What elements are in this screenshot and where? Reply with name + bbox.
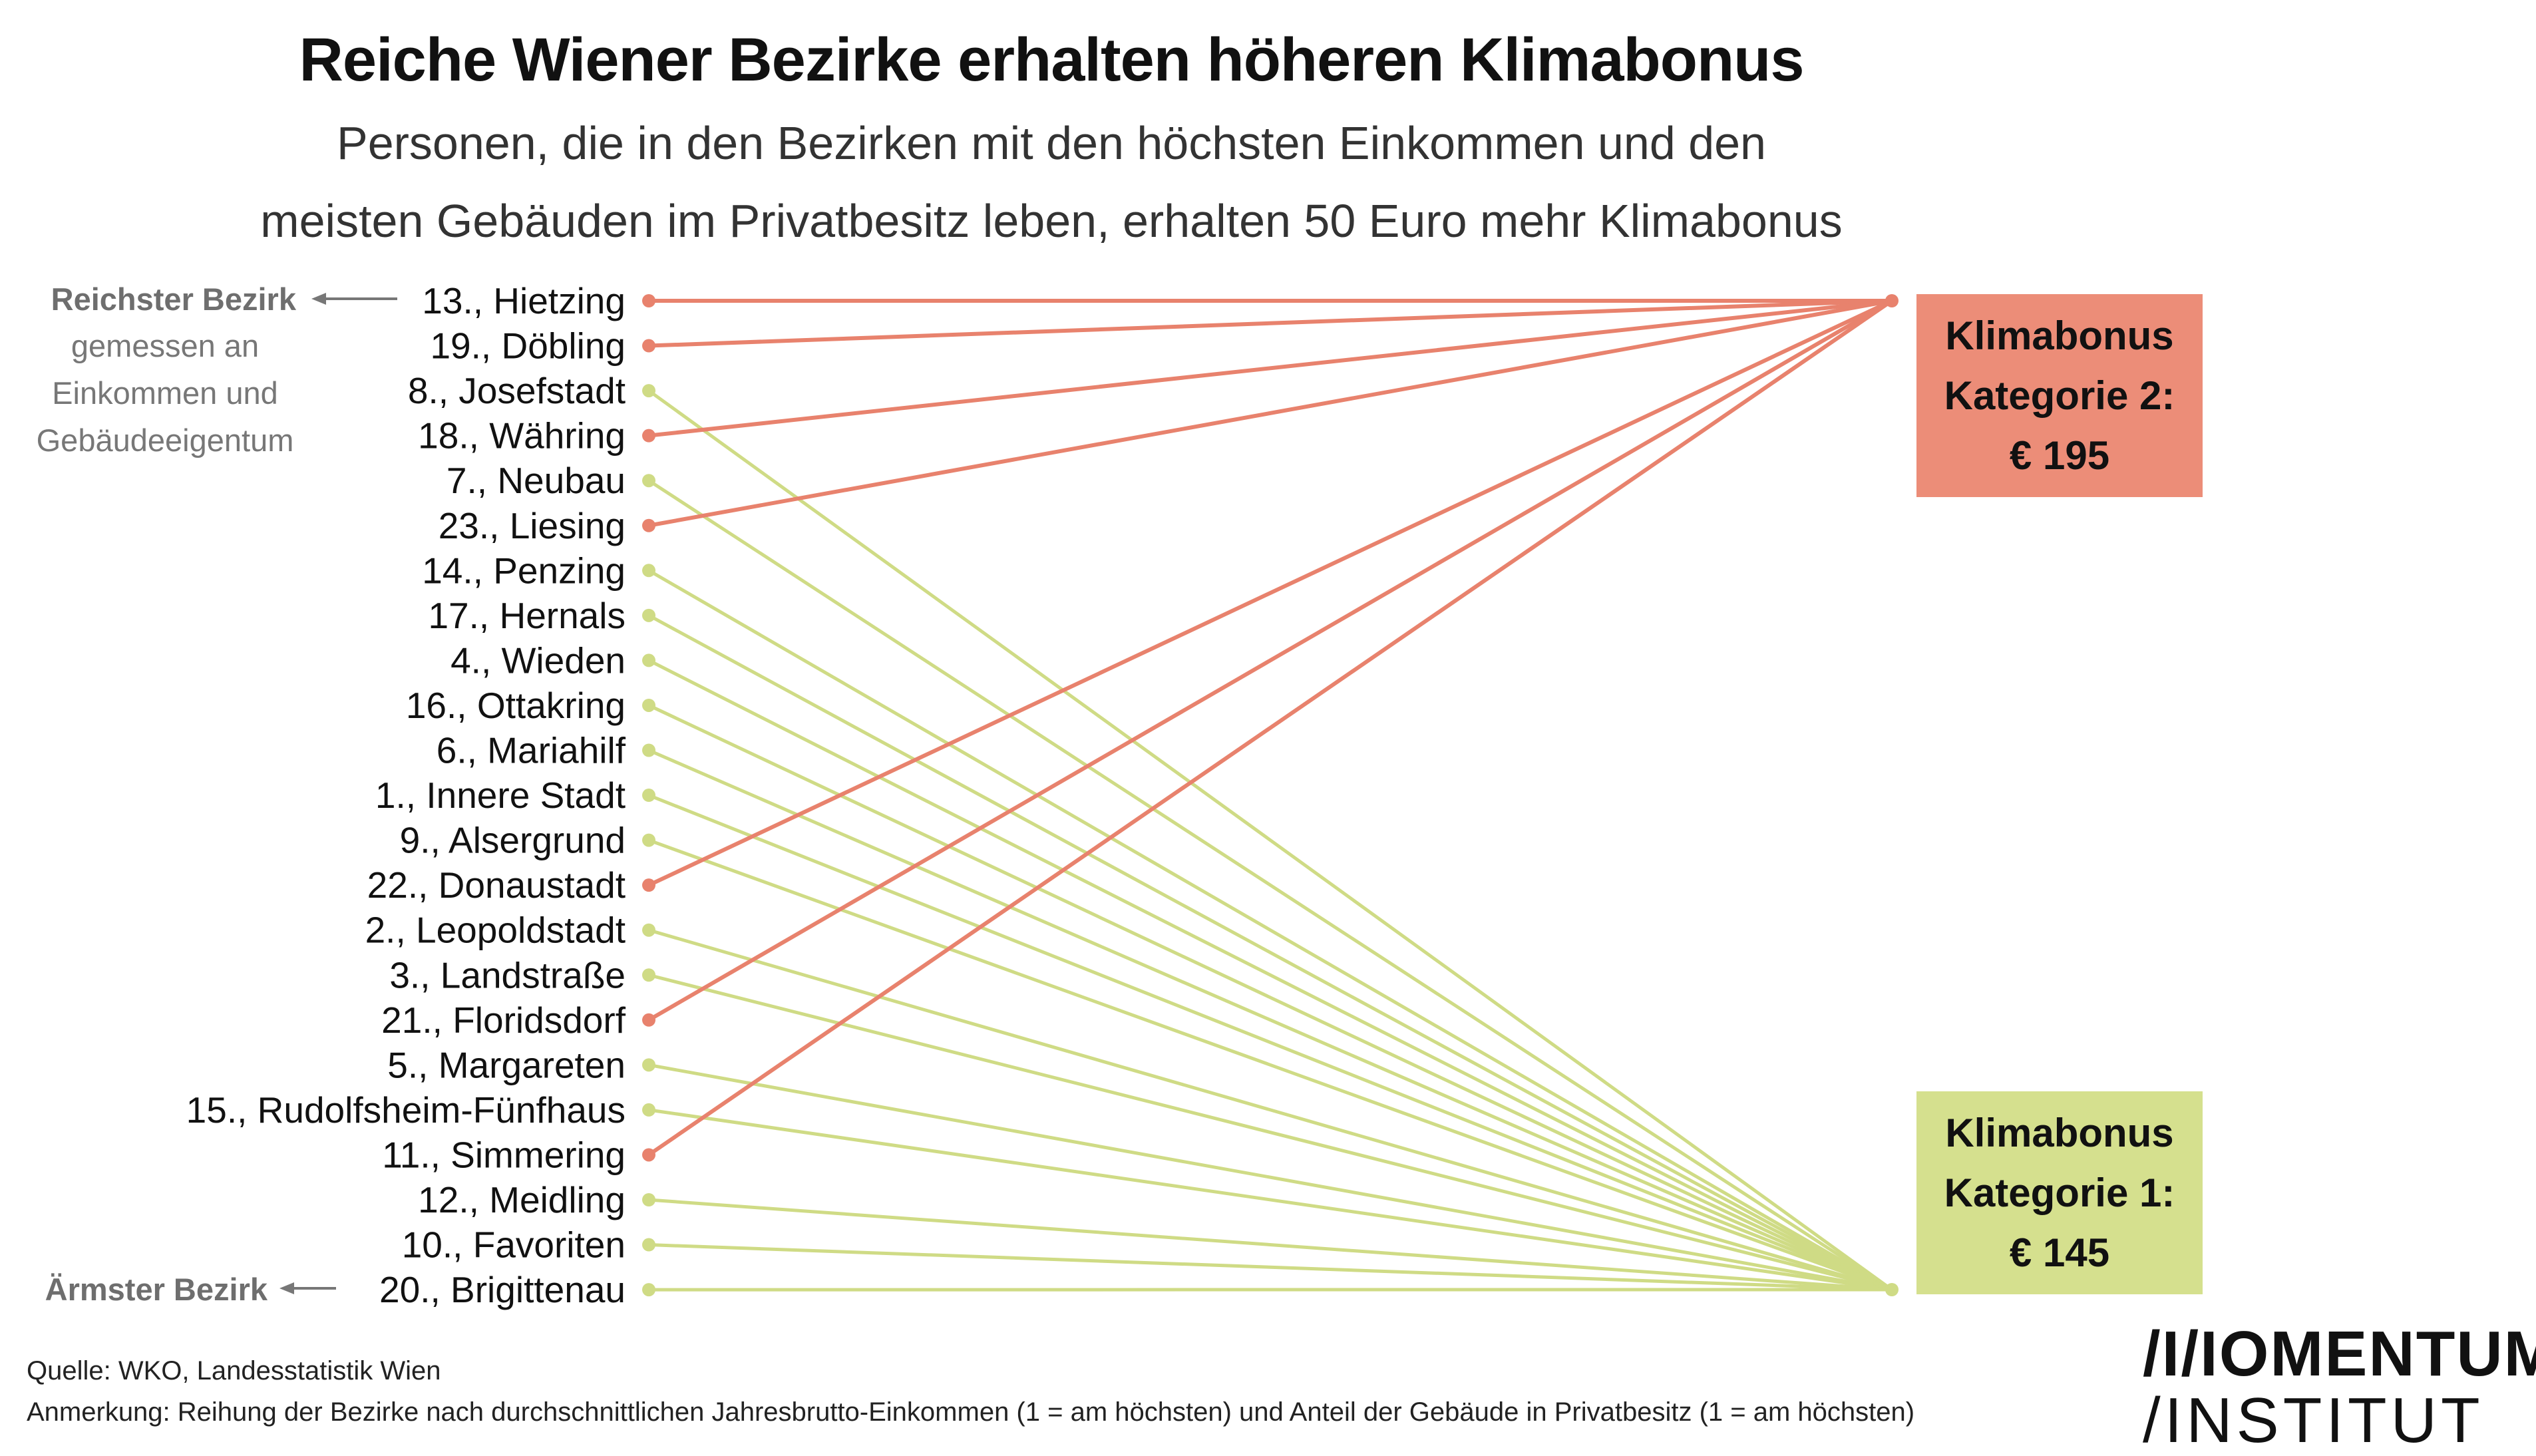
poorest-label: Ärmster Bezirk <box>45 1272 268 1307</box>
richest-note-line-3: Einkommen und <box>52 375 278 411</box>
connector-line <box>649 840 1892 1290</box>
connector-line <box>649 705 1892 1290</box>
poorest-annotation: Ärmster Bezirk <box>45 1272 336 1307</box>
district-dot <box>642 968 655 982</box>
district-dot <box>642 1283 655 1296</box>
category-2-box: Klimabonus Kategorie 2: € 195 <box>1916 294 2203 497</box>
connector-line <box>649 570 1892 1290</box>
district-label: 21., Floridsdorf <box>381 1000 626 1041</box>
category-2-endpoint <box>1885 294 1899 307</box>
district-label: 2., Leopoldstadt <box>365 910 626 951</box>
connector-line <box>649 1065 1892 1290</box>
district-label: 8., Josefstadt <box>408 370 626 411</box>
district-label: 23., Liesing <box>439 505 626 546</box>
district-label: 18., Währing <box>418 415 626 456</box>
category-1-subtitle: Kategorie 1: <box>1944 1163 2175 1223</box>
district-dot <box>642 1238 655 1252</box>
connector-line <box>649 930 1892 1290</box>
district-dot <box>642 1013 655 1027</box>
connector-lines <box>649 301 1892 1290</box>
district-dot <box>642 384 655 397</box>
connector-line <box>649 975 1892 1290</box>
connector-line <box>649 616 1892 1290</box>
richest-note-line-4: Gebäudeeigentum <box>37 423 294 458</box>
district-dot <box>642 429 655 443</box>
richest-arrow-icon <box>311 293 326 305</box>
logo-line-2: /INSTITUT <box>2143 1387 2515 1454</box>
district-dot <box>642 609 655 622</box>
district-dot <box>642 789 655 802</box>
district-dot <box>642 699 655 712</box>
district-label: 16., Ottakring <box>406 685 626 726</box>
district-label: 20., Brigittenau <box>379 1269 626 1310</box>
district-label: 12., Meidling <box>418 1179 626 1220</box>
connector-line <box>649 1200 1892 1290</box>
richest-label: Reichster Bezirk <box>51 281 297 317</box>
district-dot <box>642 653 655 667</box>
district-label: 10., Favoriten <box>402 1224 626 1266</box>
district-dot <box>642 519 655 532</box>
poorest-arrow-icon <box>279 1282 294 1294</box>
district-label: 17., Hernals <box>428 595 626 636</box>
district-dot <box>642 924 655 937</box>
district-label: 15., Rudolfsheim-Fünfhaus <box>186 1089 626 1131</box>
district-dot <box>642 744 655 757</box>
district-label: 13., Hietzing <box>422 280 626 321</box>
category-1-box: Klimabonus Kategorie 1: € 145 <box>1916 1091 2203 1294</box>
district-label: 9., Alsergrund <box>400 820 626 861</box>
connector-line <box>649 301 1892 436</box>
connector-line <box>649 301 1892 526</box>
methodology-note: Anmerkung: Reihung der Bezirke nach durc… <box>27 1397 1914 1427</box>
district-dot <box>642 878 655 892</box>
district-label: 5., Margareten <box>387 1044 626 1085</box>
source-note: Quelle: WKO, Landesstatistik Wien <box>27 1356 441 1386</box>
momentum-institut-logo: /I/IOMENTUM /INSTITUT <box>2143 1321 2515 1454</box>
district-label: 19., Döbling <box>430 325 626 367</box>
connector-line <box>649 301 1892 885</box>
connector-line <box>649 660 1892 1290</box>
connector-line <box>649 1110 1892 1290</box>
district-dot <box>642 294 655 307</box>
connector-line <box>649 795 1892 1290</box>
district-dot <box>642 1193 655 1206</box>
district-dot <box>642 474 655 487</box>
connector-line <box>649 301 1892 346</box>
connector-line <box>649 751 1892 1290</box>
category-1-title: Klimabonus <box>1945 1103 2173 1163</box>
district-dot <box>642 1103 655 1117</box>
richest-note-line-2: gemessen an <box>71 328 259 363</box>
category-2-title: Klimabonus <box>1945 306 2173 366</box>
connector-line <box>649 391 1892 1290</box>
district-label: 11., Simmering <box>382 1134 626 1175</box>
richest-annotation: Reichster Bezirk gemessen an Einkommen u… <box>37 281 397 458</box>
district-label: 7., Neubau <box>447 460 626 501</box>
logo-line-1: /I/IOMENTUM <box>2143 1321 2515 1387</box>
district-dot <box>642 1148 655 1161</box>
district-label: 22., Donaustadt <box>367 864 626 906</box>
district-dot <box>642 1058 655 1071</box>
category-1-endpoint <box>1885 1283 1899 1296</box>
connector-line <box>649 301 1892 1020</box>
connector-line <box>649 1245 1892 1290</box>
category-2-subtitle: Kategorie 2: <box>1944 366 2175 426</box>
category-1-amount: € 145 <box>2010 1223 2109 1283</box>
district-dot <box>642 564 655 577</box>
district-label: 4., Wieden <box>451 639 626 681</box>
district-label: 6., Mariahilf <box>437 730 626 771</box>
district-dot <box>642 834 655 847</box>
district-dot <box>642 339 655 353</box>
category-2-amount: € 195 <box>2010 426 2109 486</box>
district-label: 1., Innere Stadt <box>375 775 626 816</box>
district-label: 3., Landstraße <box>389 954 626 996</box>
district-label: 14., Penzing <box>422 550 626 591</box>
connector-line <box>649 301 1892 1155</box>
connector-line <box>649 480 1892 1290</box>
